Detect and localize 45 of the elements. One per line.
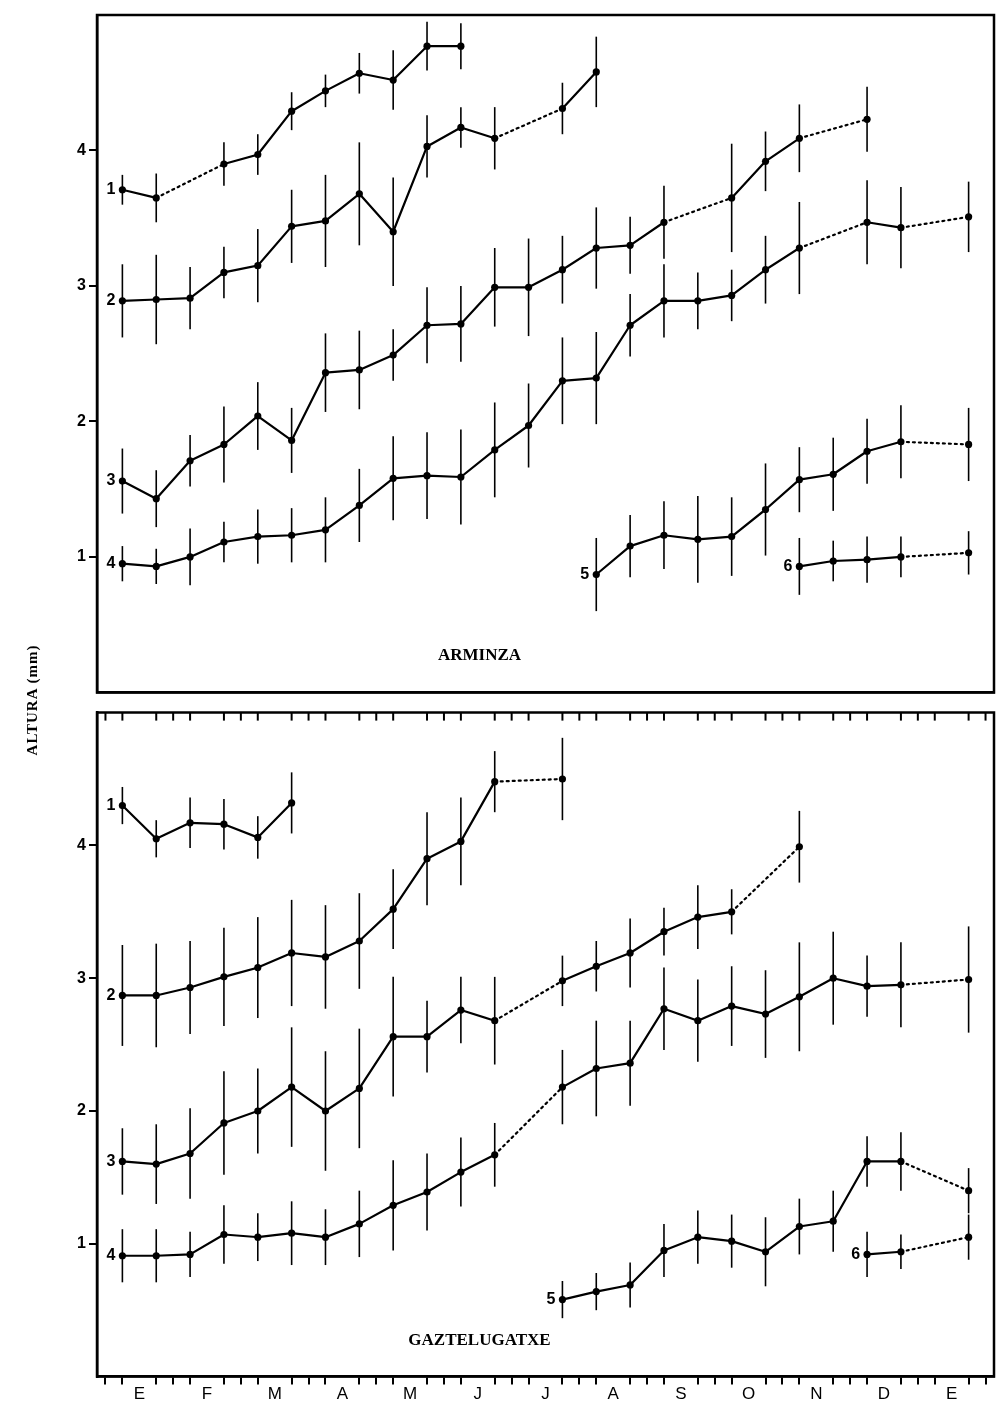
y-tick-label: 3 (77, 276, 87, 294)
y-axis-title: ALTURA (mm) (23, 644, 41, 756)
y-tick-label: 1 (77, 547, 87, 565)
series-label: 5 (580, 564, 590, 582)
point (118, 801, 126, 810)
x-tick-label: M (403, 1384, 418, 1404)
series-label: 3 (106, 471, 116, 489)
y-tick-label: 3 (77, 968, 87, 986)
series-label: 3 (106, 1151, 116, 1169)
series-label: 4 (106, 554, 116, 572)
series-label: 4 (106, 1246, 116, 1264)
point (118, 991, 126, 1000)
series-label: 1 (106, 180, 116, 198)
series-label: 6 (851, 1244, 861, 1262)
series-label: 6 (783, 556, 793, 574)
point (965, 440, 973, 449)
x-tick-label: E (133, 1384, 145, 1404)
x-tick-label: N (810, 1384, 823, 1404)
x-tick-label: D (877, 1384, 891, 1404)
point (118, 1157, 126, 1166)
series-label: 5 (546, 1289, 556, 1307)
y-tick-label: 4 (77, 835, 87, 853)
series-label: 1 (106, 795, 116, 813)
point (524, 421, 533, 430)
x-tick-label: E (946, 1384, 958, 1404)
series-label: 2 (106, 291, 116, 309)
y-tick-label: 2 (77, 1101, 87, 1119)
y-tick-label: 2 (77, 411, 87, 429)
x-tick-label: O (741, 1384, 756, 1404)
x-tick-label: A (336, 1384, 349, 1404)
x-tick-label: F (201, 1384, 213, 1404)
series-label: 2 (106, 985, 116, 1003)
x-tick-label: J (473, 1384, 483, 1404)
point (761, 505, 770, 514)
y-tick-label: 4 (77, 140, 87, 158)
x-tick-label: M (267, 1384, 282, 1404)
x-tick-label: J (541, 1384, 550, 1404)
text: ARMINZA (437, 645, 522, 665)
y-tick-label: 1 (77, 1234, 87, 1252)
text: GAZTELUGATXE (408, 1330, 551, 1350)
point (965, 975, 973, 984)
x-tick-label: S (675, 1384, 687, 1404)
point (558, 104, 567, 113)
point (558, 1295, 567, 1304)
x-tick-label: A (607, 1384, 620, 1404)
